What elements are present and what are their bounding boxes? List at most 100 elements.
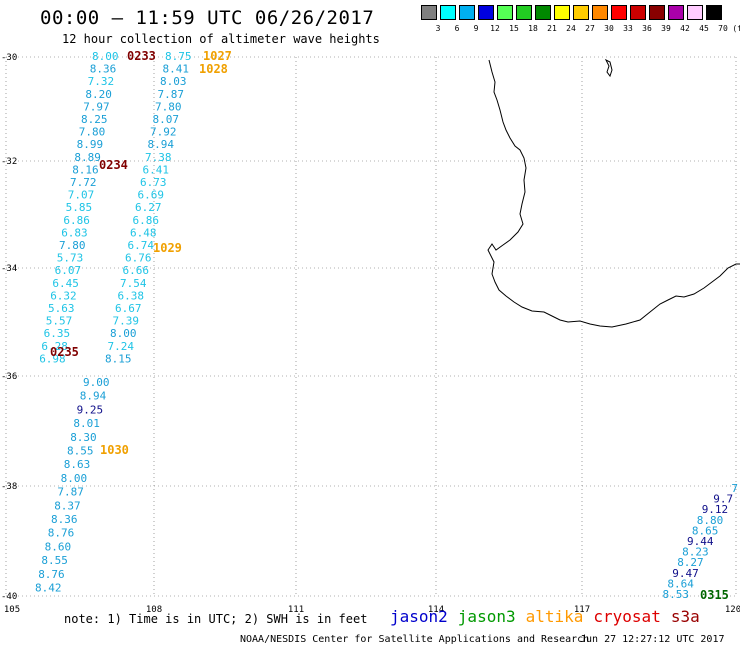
wave-height-value: 8.42 [35, 582, 62, 595]
wave-height-value: 8.55 [41, 554, 68, 567]
wave-height-value: 7.80 [59, 239, 86, 252]
legend-label: 9 [473, 24, 479, 33]
map-title: 00:00 – 11:59 UTC 06/26/2017 [40, 7, 375, 29]
wave-height-value: 8.16 [72, 163, 99, 176]
wave-height-value: 8.23 [682, 546, 709, 559]
pass-time-label: 0234 [99, 158, 128, 172]
wave-height-value: 6.69 [138, 189, 165, 202]
pass-time-label: 1027 [203, 49, 232, 63]
wave-height-value: 6.67 [115, 302, 142, 315]
legend-swatch [630, 5, 646, 20]
lon-label: 105 [4, 605, 20, 615]
wave-height-value: 6.86 [63, 214, 90, 227]
wave-height-value: 8.37 [54, 499, 80, 512]
wave-height-value: 9.00 [83, 376, 110, 389]
wave-height-value: 8.20 [85, 88, 112, 101]
wave-height-value: 8.07 [153, 113, 180, 126]
legend-label: 45 [699, 24, 709, 33]
legend-swatch [573, 5, 589, 20]
wave-height-value: 6.74 [128, 239, 155, 252]
lon-label: 111 [288, 605, 304, 615]
legend-label: 42 [680, 24, 690, 33]
legend-swatch [516, 5, 532, 20]
pass-time-label: 0233 [127, 49, 156, 63]
wave-height-value: 8.55 [67, 445, 94, 458]
lat-label: -36 [1, 372, 17, 382]
wave-height-value: 5.57 [46, 315, 73, 328]
pass-time-label: 1028 [199, 62, 228, 76]
legend-swatch [611, 5, 627, 20]
legend-label: 33 [623, 24, 633, 33]
wave-height-value: 8.36 [90, 63, 117, 76]
legend-label: 70 [718, 24, 728, 33]
wave-height-value: 6.27 [135, 201, 162, 214]
wave-height-value: 6.86 [133, 214, 160, 227]
wave-height-value: 7.24 [108, 340, 135, 353]
wave-height-value: 6.07 [55, 264, 82, 277]
footnote: note: 1) Time is in UTC; 2) SWH is in fe… [64, 612, 368, 626]
legend-label: 18 [528, 24, 538, 33]
wave-height-value: 6.32 [50, 289, 76, 302]
wave-height-value: 6.35 [44, 327, 71, 340]
wave-height-value: 8.15 [105, 352, 132, 365]
wave-height-value: 8.01 [73, 417, 100, 430]
lat-label: -34 [1, 264, 17, 274]
wave-height-value: 7.80 [79, 126, 106, 139]
legend-swatch [554, 5, 570, 20]
lon-label: 117 [574, 605, 590, 615]
wave-height-value: 8.75 [165, 50, 192, 63]
legend-swatch [687, 5, 703, 20]
satellite-jason3: jason3 [457, 607, 516, 626]
lon-label: 108 [146, 605, 162, 615]
wave-height-value: 9.44 [687, 535, 714, 548]
wave-height-value: 5.85 [66, 201, 93, 214]
lon-label: 120 [725, 605, 740, 615]
legend-label: 39 [661, 24, 671, 33]
wave-height-value: 8.65 [692, 524, 719, 537]
wave-height-value: 6.76 [125, 252, 152, 265]
wave-height-value: 8.76 [48, 527, 75, 540]
wave-height-value: 6.38 [118, 289, 145, 302]
wave-height-value: 6.83 [61, 226, 87, 239]
lat-label: -40 [1, 592, 17, 602]
coastline-australia-southwest [487, 59, 740, 328]
legend-swatch [478, 5, 494, 20]
wave-height-value: 8.60 [45, 540, 72, 553]
wave-height-value: 7.92 [150, 126, 177, 139]
axis-labels: -30 -32 -34 -36 -38 -40 105 108 111 114 117 120 [1, 53, 740, 615]
wave-height-value: 8.53 [663, 588, 690, 601]
legend-label: (ft) [732, 24, 740, 33]
pass-time-label: 0235 [50, 345, 79, 359]
wave-height-value: 7.54 [120, 277, 147, 290]
lat-label: -32 [1, 157, 17, 167]
wave-height-value: 8.27 [677, 556, 704, 569]
legend-swatch [668, 5, 684, 20]
wave-height-value: 7.87 [158, 88, 185, 101]
wave-height-value: 8.25 [81, 113, 108, 126]
wave-height-value: 6.48 [130, 226, 157, 239]
generation-timestamp: Jun 27 12:27:12 UTC 2017 [580, 634, 725, 645]
wave-height-value: 6.41 [143, 163, 170, 176]
graticule [5, 56, 737, 597]
legend-swatch [421, 5, 437, 20]
wave-height-value: 7 [731, 482, 738, 495]
legend-swatch [706, 5, 722, 20]
legend-label: 21 [547, 24, 557, 33]
legend-label: 15 [509, 24, 519, 33]
wave-height-value: 7.97 [83, 100, 110, 113]
credit-line: NOAA/NESDIS Center for Satellite Applica… [240, 634, 590, 645]
legend-swatch [459, 5, 475, 20]
wave-height-value: 9.12 [702, 503, 729, 516]
wave-height-value: 8.99 [77, 138, 104, 151]
wave-height-value: 7.87 [57, 486, 84, 499]
wave-height-value: 6.98 [39, 352, 65, 365]
lat-label: -38 [1, 482, 17, 492]
wave-height-value: 8.94 [80, 390, 107, 403]
wave-height-value: 8.89 [74, 151, 101, 164]
legend-swatch [649, 5, 665, 20]
pass-time-label: 1029 [153, 241, 182, 255]
wave-height-value: 9.47 [672, 567, 699, 580]
wave-height-value: 6.73 [140, 176, 167, 189]
